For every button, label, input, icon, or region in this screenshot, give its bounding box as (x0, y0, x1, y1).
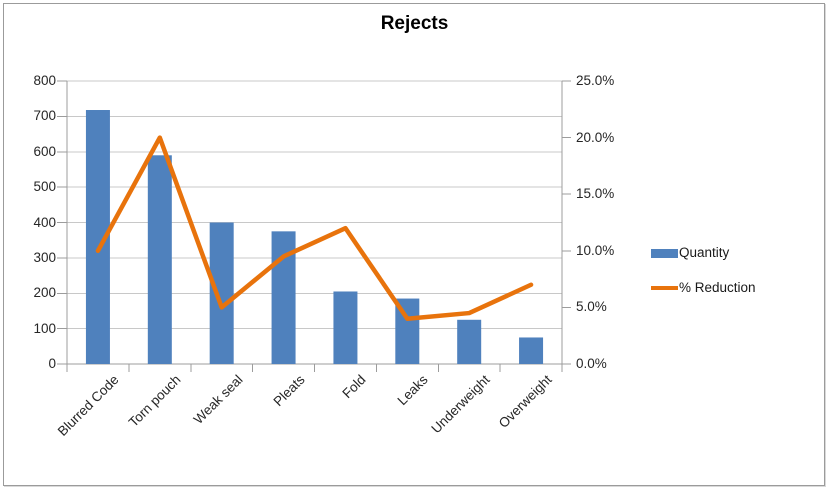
left-axis-tick-label: 600 (33, 143, 56, 159)
quantity-bar-swatch-icon (651, 248, 678, 258)
legend-item-pct-reduction: % Reduction (651, 280, 823, 296)
pct-reduction-line-swatch-icon (651, 286, 678, 290)
quantity-bar (147, 155, 172, 364)
legend-item-quantity: Quantity (651, 245, 823, 261)
pct-reduction-line (95, 135, 534, 321)
right-axis-tick-label: 15.0% (576, 186, 615, 202)
left-axis-tick-label: 800 (33, 73, 56, 88)
left-axis-tick-label: 300 (33, 249, 56, 265)
legend-label-quantity: Quantity (679, 245, 730, 260)
right-axis-tick-label: 10.0% (576, 242, 615, 258)
quantity-bar (457, 319, 482, 364)
left-axis-tick-label: 0 (48, 356, 56, 371)
left-axis-tick-label: 500 (33, 179, 56, 195)
legend: Quantity % Reduction (651, 245, 823, 315)
legend-label-pct-reduction: % Reduction (679, 280, 756, 295)
right-axis-tick-label: 25.0% (576, 73, 615, 88)
left-axis-tick-label: 400 (33, 214, 56, 230)
left-axis-tick-label: 700 (33, 108, 56, 124)
right-axis-tick-label: 20.0% (576, 129, 615, 145)
chart-title: Rejects (380, 13, 449, 34)
right-axis-tick-label: 5.0% (576, 299, 607, 315)
quantity-bar (519, 337, 544, 364)
right-axis-tick-label: 0.0% (576, 356, 607, 371)
quantity-bar (209, 222, 234, 364)
left-axis-tick-label: 200 (33, 285, 56, 301)
quantity-bar (333, 291, 358, 364)
left-axis-tick-label: 100 (33, 320, 56, 336)
